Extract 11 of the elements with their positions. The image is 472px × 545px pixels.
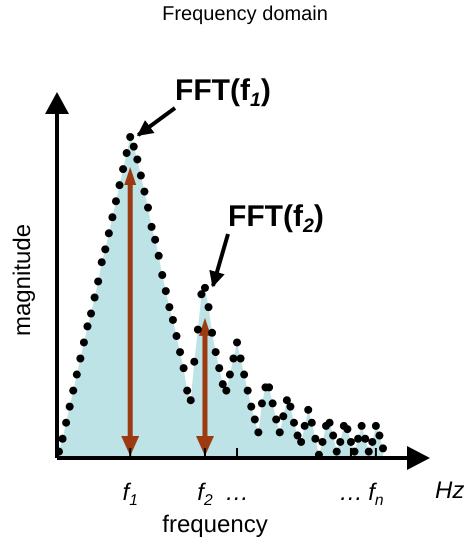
annotation: FFT(f$_{2}$): [228, 200, 324, 237]
x-axis-title: frequency: [162, 511, 268, 538]
x-tick-label: f$_{2}$: [197, 479, 213, 509]
x-tick-label: f$_{n}$: [368, 479, 384, 509]
annotation: FFT(f$_{1}$): [175, 74, 271, 111]
x-tick-label: …: [338, 479, 363, 506]
chart-title: Frequency domain: [162, 3, 328, 25]
y-axis-title: magnitude: [9, 224, 36, 336]
x-tick-label: …: [225, 479, 250, 506]
x-tick-label: f$_{1}$: [122, 479, 138, 509]
text: Hz: [435, 477, 464, 504]
